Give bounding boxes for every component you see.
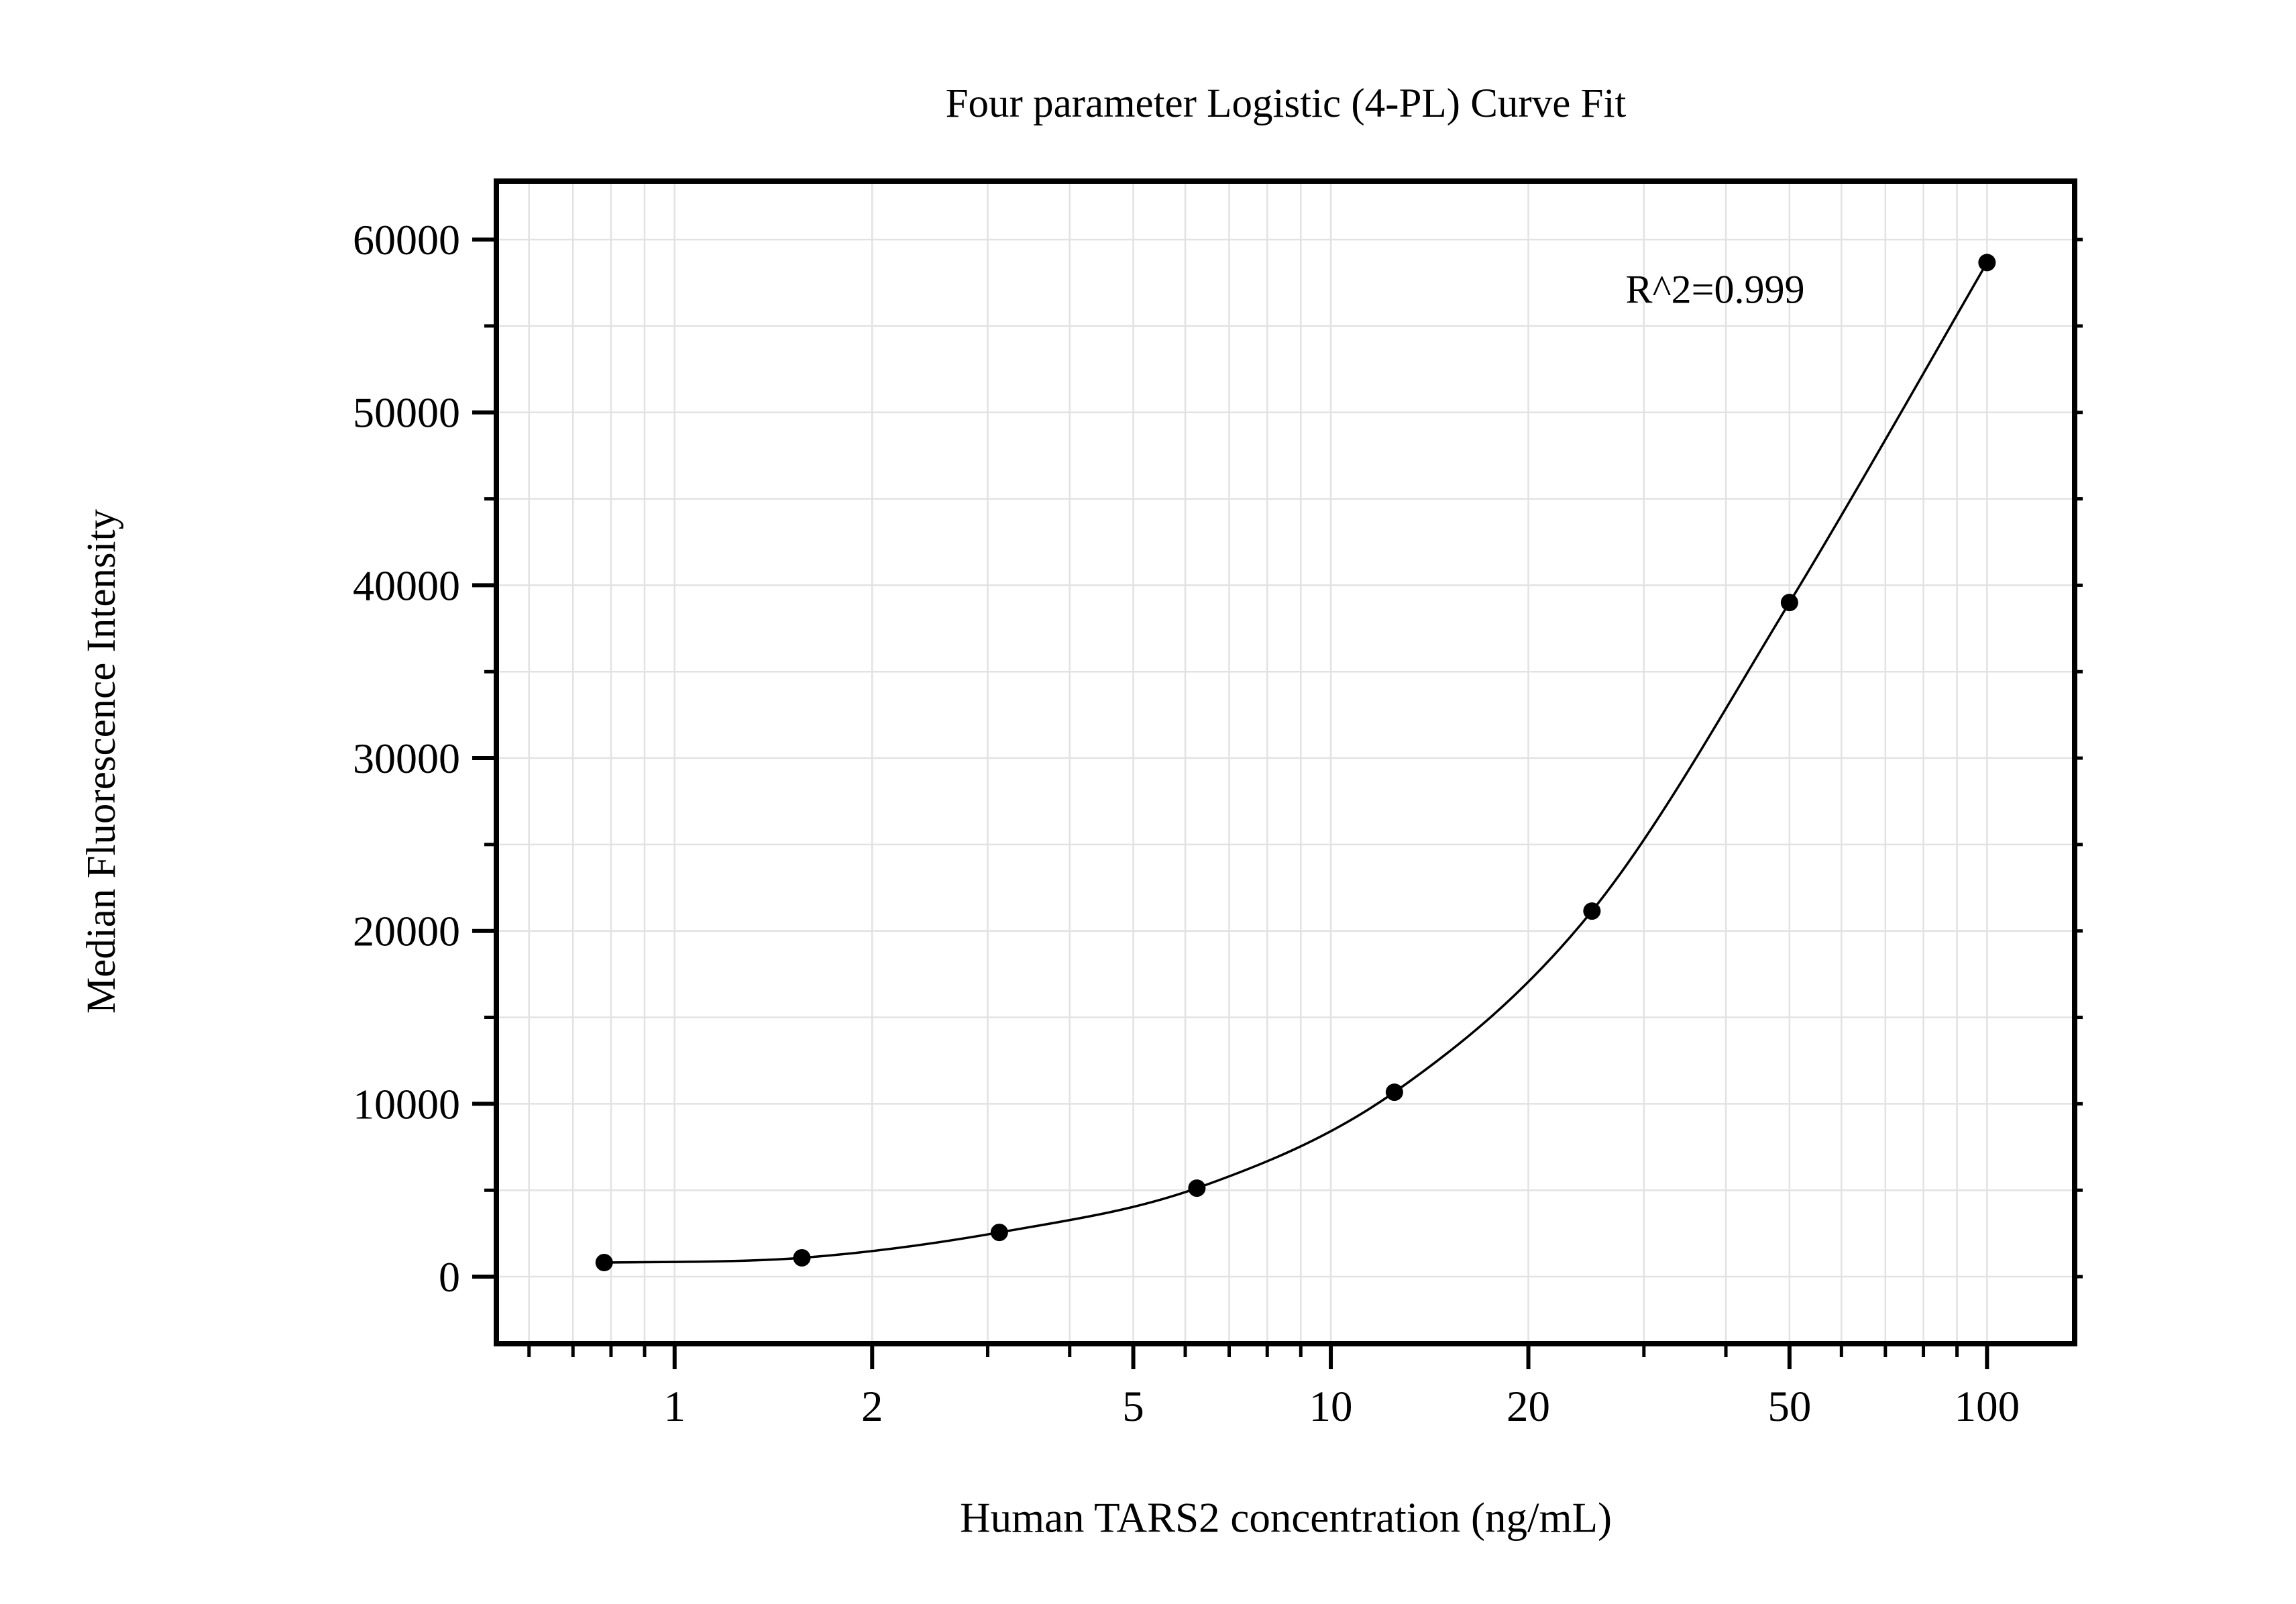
y-tick-label: 30000	[353, 735, 460, 782]
x-tick-label: 2	[861, 1383, 883, 1431]
data-point	[1780, 594, 1798, 612]
x-tick-label: 20	[1507, 1383, 1550, 1431]
data-point	[595, 1254, 613, 1272]
r-squared-annotation: R^2=0.999	[1625, 267, 1805, 312]
y-tick-label: 60000	[353, 216, 460, 264]
y-tick-label: 40000	[353, 562, 460, 609]
y-tick-label: 20000	[353, 908, 460, 955]
plot-frame	[494, 178, 2077, 1346]
x-tick-label: 50	[1767, 1383, 1811, 1431]
x-tick-label: 1	[664, 1383, 686, 1431]
x-axis-label: Human TARS2 concentration (ng/mL)	[960, 1494, 1612, 1542]
y-tick-label: 10000	[353, 1080, 460, 1128]
data-point	[990, 1224, 1008, 1242]
data-point	[1385, 1083, 1403, 1102]
chart-title: Four parameter Logistic (4-PL) Curve Fit	[945, 81, 1627, 126]
data-point	[1978, 254, 1996, 272]
data-point	[793, 1248, 811, 1267]
x-tick-label: 100	[1955, 1383, 2020, 1431]
data-point	[1188, 1179, 1206, 1197]
y-tick-label: 0	[439, 1253, 460, 1301]
y-axis-label: Median Fluorescence Intensity	[79, 509, 124, 1014]
x-tick-label: 10	[1309, 1383, 1353, 1431]
x-tick-label: 5	[1122, 1383, 1144, 1431]
y-tick-label: 50000	[353, 389, 460, 437]
data-point	[1583, 902, 1601, 920]
